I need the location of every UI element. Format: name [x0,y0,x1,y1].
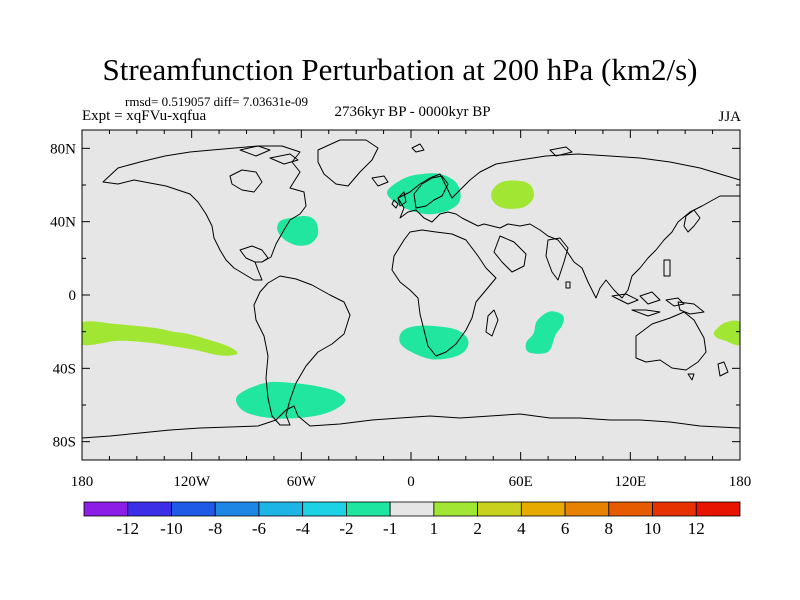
y-tick-label: 40N [50,215,76,231]
coast-hudson-bay [229,169,263,193]
anomaly-indian-ocean-negative [525,311,564,354]
colorbar-swatch [83,501,129,517]
colorbar-label: -2 [339,519,353,538]
y-tick-label: 80N [50,141,76,157]
x-tick-label: 180 [71,474,94,490]
anomaly-europe-negative [386,173,461,215]
coast-south-america [253,275,351,426]
colorbar-label: 10 [644,519,661,538]
colorbar-swatch [695,501,741,517]
colorbar-swatch [214,501,260,517]
colorbar-label: 1 [430,519,439,538]
coast-indonesia [611,291,685,317]
anomaly-southern-ocean-negative [235,381,346,419]
x-tick-label: 60W [287,474,317,490]
colorbar: -12 -10 -8 -6 -4 -2 -1 1 2 4 6 8 10 12 [83,501,741,538]
anomaly-south-atlantic-negative [399,325,469,360]
coast-british-isles [391,191,407,209]
coast-japan [683,209,701,233]
coast-tasmania-nz [687,361,729,381]
x-tick-label: 120E [614,474,646,490]
colorbar-label: 6 [561,519,570,538]
x-tick-label: 0 [407,474,415,490]
coast-india [545,237,569,281]
plot-title: Streamfunction Perturbation at 200 hPa (… [102,52,698,87]
colorbar-label: 8 [605,519,614,538]
coast-madagascar [485,309,499,337]
y-tick-label: 80S [53,435,76,451]
colorbar-swatch [302,501,347,517]
colorbar-label: -8 [208,519,222,538]
colorbar-swatch [608,501,653,517]
colorbar-label: -4 [296,519,311,538]
colorbar-swatch [389,501,435,517]
coastlines [82,139,740,439]
experiment-line: Expt = xqFVu-xqfua [82,108,207,124]
stats-line: rmsd= 0.519057 diff= 7.03631e-09 [125,94,309,109]
coast-australia [635,311,707,371]
colorbar-swatch [127,501,172,517]
coast-sri-lanka [565,281,571,289]
coast-arabia [493,235,527,273]
colorbar-swatch [652,501,697,517]
colorbar-label: -6 [252,519,266,538]
coast-greenland [317,139,379,187]
colorbar-swatch [477,501,522,517]
colorbar-label: 12 [688,519,705,538]
coast-iceland [371,175,389,187]
colorbar-swatch [258,501,304,517]
colorbar-swatch [433,501,479,517]
anomaly-central-asia-positive [491,180,534,209]
period-line: 2736kyr BP - 0000kyr BP [334,104,491,120]
anomaly-south-pacific-positive [82,321,238,356]
coast-eurasia [397,153,740,299]
y-tick-label: 40S [53,361,76,377]
y-tick-label: 0 [69,288,77,304]
coast-scandinavia [413,175,449,209]
season-label: JJA [718,109,741,125]
coast-antarctica [82,405,740,439]
colorbar-swatch [345,501,391,517]
colorbar-swatch [564,501,610,517]
x-tick-label: 60E [509,474,533,490]
colorbar-label: 4 [517,519,526,538]
coast-africa [391,229,497,357]
anomaly-western-pacific-positive [713,320,740,346]
coast-arctic-islands [239,143,573,165]
coast-gulf-of-mexico [239,245,269,263]
colorbar-swatch [171,501,216,517]
colorbar-label: -10 [160,519,183,538]
anomaly-layer [82,173,740,419]
colorbar-swatch [520,501,566,517]
colorbar-label: -12 [116,519,139,538]
x-tick-label: 180 [729,474,752,490]
coast-philippines [663,259,671,277]
colorbar-label: -1 [383,519,397,538]
coast-new-guinea [677,301,705,315]
x-tick-label: 120W [173,474,211,490]
colorbar-label: 2 [473,519,482,538]
axis-ticks: 180 120W 60W 0 60E 120E 180 80N 40N 0 40S 80S [50,130,751,490]
